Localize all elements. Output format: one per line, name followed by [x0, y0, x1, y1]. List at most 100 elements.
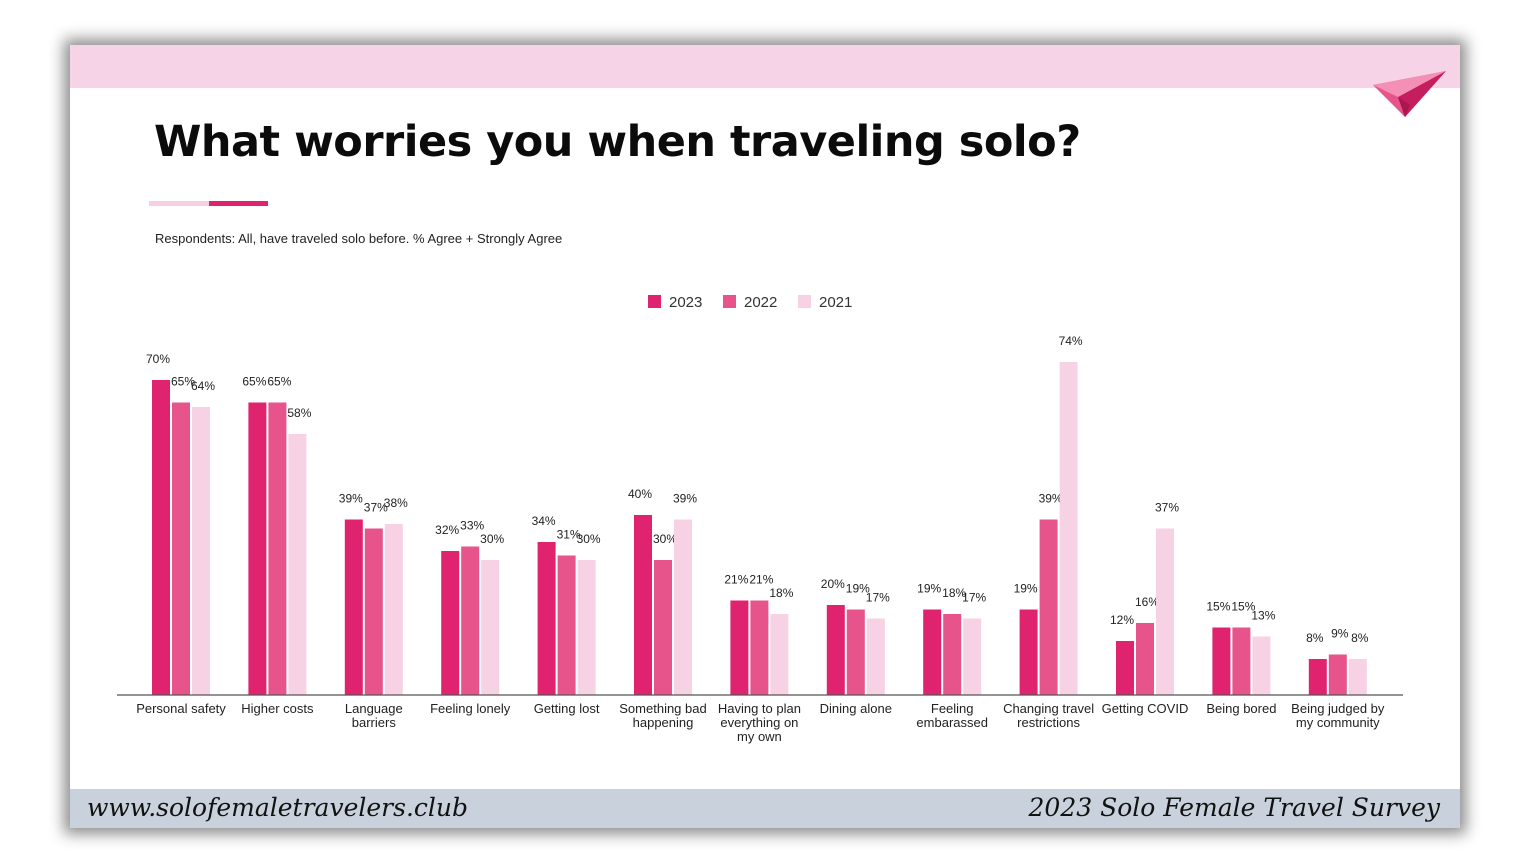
bar-2022-1	[268, 402, 287, 695]
category-label-10: Getting COVID	[1102, 701, 1189, 716]
data-label-2023-3: 32%	[435, 523, 459, 537]
paper-plane-icon	[1373, 71, 1446, 117]
data-label-2021-7: 17%	[866, 591, 890, 605]
bar-2022-8	[943, 614, 962, 695]
legend-swatch-2021	[798, 295, 811, 308]
bar-2021-7	[866, 618, 885, 695]
bar-2023-1	[248, 402, 267, 695]
chart-subtitle: Respondents: All, have traveled solo bef…	[155, 231, 563, 246]
bar-2023-4	[537, 542, 556, 695]
data-label-2022-2: 37%	[364, 501, 388, 515]
bar-2021-4	[577, 560, 596, 695]
category-label-1: Higher costs	[241, 701, 314, 716]
bar-2021-10	[1156, 528, 1174, 695]
bar-2021-11	[1252, 636, 1271, 695]
data-label-2023-10: 12%	[1110, 613, 1134, 627]
bar-2022-12	[1328, 654, 1347, 695]
data-label-2023-0: 70%	[146, 352, 170, 366]
bar-2023-7	[826, 605, 845, 695]
category-label-12: Being judged by my community	[1291, 701, 1385, 730]
legend-swatch-2022	[723, 295, 736, 308]
bar-2021-5	[674, 519, 692, 695]
data-label-2022-5: 30%	[653, 532, 677, 546]
bar-2021-8	[963, 618, 982, 695]
title-accent-dark	[209, 201, 268, 206]
bar-2022-11	[1232, 627, 1251, 695]
data-label-2021-9: 74%	[1059, 334, 1083, 348]
data-label-2022-4: 31%	[557, 528, 581, 542]
data-label-2021-8: 17%	[962, 591, 986, 605]
bar-2023-0	[152, 380, 170, 695]
bar-2022-0	[172, 402, 190, 695]
legend-label-2022: 2022	[744, 294, 777, 311]
data-label-2023-7: 20%	[821, 577, 845, 591]
data-label-2022-8: 18%	[942, 586, 966, 600]
data-label-2021-1: 58%	[287, 406, 311, 420]
data-label-2021-11: 13%	[1251, 609, 1275, 623]
data-label-2022-3: 33%	[460, 519, 484, 533]
bar-2021-1	[288, 434, 307, 695]
bar-2023-3	[441, 551, 460, 695]
data-label-2023-11: 15%	[1206, 600, 1230, 614]
category-label-6: Having to plan everything on my own	[718, 701, 801, 744]
bar-2022-4	[557, 555, 576, 695]
footer-survey-name: 2023 Solo Female Travel Survey	[1028, 793, 1440, 822]
data-label-2023-9: 19%	[1014, 582, 1038, 596]
legend-swatch-2023	[648, 295, 661, 308]
data-label-2023-1: 65%	[242, 375, 266, 389]
bar-2023-8	[923, 609, 942, 695]
data-label-2022-10: 16%	[1135, 595, 1159, 609]
data-label-2022-6: 21%	[749, 573, 773, 587]
bar-2023-2	[344, 519, 363, 695]
data-label-2021-6: 18%	[769, 586, 793, 600]
bar-2023-6	[730, 600, 749, 695]
bar-2022-3	[461, 546, 480, 695]
bar-2021-3	[481, 560, 500, 695]
slide: What worries you when traveling solo? Re…	[70, 45, 1460, 828]
bar-2022-2	[364, 528, 383, 695]
data-label-2023-6: 21%	[724, 573, 748, 587]
category-label-4: Getting lost	[534, 701, 600, 716]
data-label-2023-4: 34%	[532, 514, 556, 528]
footer-website[interactable]: www.solofemaletravelers.club	[87, 793, 468, 822]
bar-2022-5	[654, 560, 672, 695]
bar-2021-2	[384, 524, 403, 695]
bar-2023-11	[1212, 627, 1231, 695]
legend-label-2021: 2021	[819, 294, 852, 311]
bar-2023-10	[1116, 641, 1134, 695]
category-label-2: Language barriers	[345, 701, 403, 730]
data-label-2022-0: 65%	[171, 375, 195, 389]
category-label-5: Something bad happening	[619, 701, 706, 730]
data-label-2021-4: 30%	[577, 532, 601, 546]
data-label-2023-8: 19%	[917, 582, 941, 596]
title-accent-light	[149, 201, 209, 206]
data-label-2021-5: 39%	[673, 492, 697, 506]
category-label-11: Being bored	[1206, 701, 1276, 716]
bar-2022-6	[750, 600, 769, 695]
bar-2021-0	[192, 407, 210, 695]
legend-label-2023: 2023	[669, 294, 702, 311]
data-label-2022-7: 19%	[846, 582, 870, 596]
data-label-2021-12: 8%	[1351, 631, 1369, 645]
bar-2023-9	[1019, 609, 1038, 695]
page-title: What worries you when traveling solo?	[154, 117, 1081, 167]
data-label-2021-10: 37%	[1155, 501, 1179, 515]
category-label-0: Personal safety	[136, 701, 226, 716]
footer-band: www.solofemaletravelers.club 2023 Solo F…	[70, 789, 1460, 828]
category-label-3: Feeling lonely	[430, 701, 511, 716]
bar-2023-5	[634, 515, 652, 695]
bar-2022-9	[1039, 519, 1058, 695]
data-label-2023-2: 39%	[339, 492, 363, 506]
data-label-2022-1: 65%	[267, 375, 291, 389]
data-label-2023-5: 40%	[628, 487, 652, 501]
category-label-7: Dining alone	[820, 701, 892, 716]
data-label-2023-12: 8%	[1306, 631, 1324, 645]
data-label-2022-9: 39%	[1039, 492, 1063, 506]
top-band	[70, 45, 1460, 88]
bar-2022-10	[1136, 623, 1154, 695]
data-label-2021-2: 38%	[384, 496, 408, 510]
bar-2021-12	[1348, 659, 1367, 695]
bar-2021-9	[1059, 362, 1078, 695]
data-label-2022-11: 15%	[1231, 600, 1255, 614]
